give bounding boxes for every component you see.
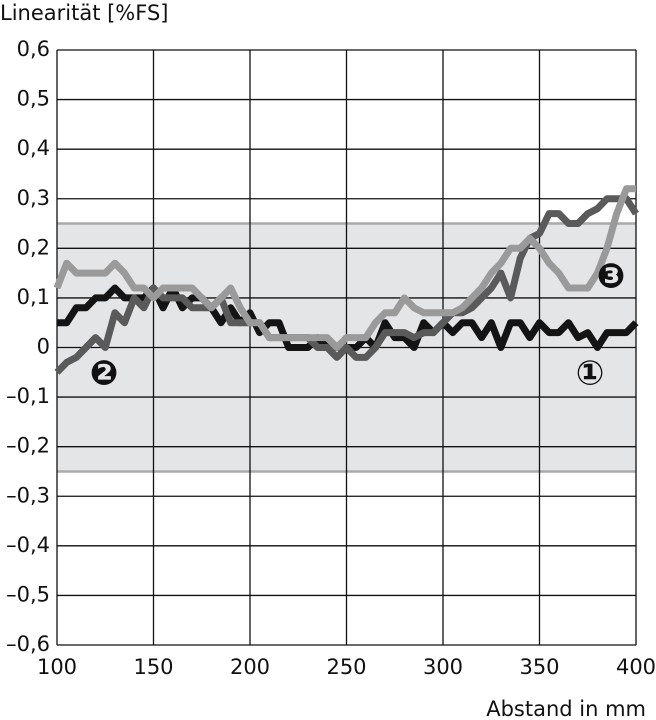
x-tick-label: 200: [230, 655, 270, 679]
y-tick-label: 0,3: [17, 186, 50, 210]
x-axis-label: Abstand in mm: [486, 697, 646, 720]
y-tick-label: 0: [37, 335, 50, 359]
y-tick-label: 0,6: [17, 37, 50, 61]
x-tick-label: 150: [133, 655, 173, 679]
series-label: ①: [576, 354, 605, 394]
x-tick-label: 350: [519, 655, 559, 679]
y-tick-label: –0,4: [6, 533, 50, 557]
y-tick-label: 0,2: [17, 235, 50, 259]
series-line: [53, 185, 636, 351]
y-tick-label: 0,4: [17, 136, 50, 160]
x-tick-label: 400: [616, 655, 656, 679]
x-tick-label: 300: [423, 655, 463, 679]
x-tick-label: 250: [326, 655, 366, 679]
y-tick-label: –0,5: [6, 582, 50, 606]
y-tick-label: 0,1: [17, 285, 50, 309]
y-tick-label: –0,2: [6, 434, 50, 458]
x-tick-label: 100: [37, 655, 77, 679]
y-tick-label: –0,3: [6, 483, 50, 507]
series-line: [54, 195, 639, 375]
y-tick-label: –0,1: [6, 384, 50, 408]
y-tick-label: 0,5: [17, 87, 50, 111]
y-axis-label: Linearität [%FS]: [0, 1, 169, 25]
series-label: ❸: [597, 257, 626, 297]
y-tick-label: –0,6: [6, 632, 50, 656]
series-label: ❷: [90, 354, 119, 394]
